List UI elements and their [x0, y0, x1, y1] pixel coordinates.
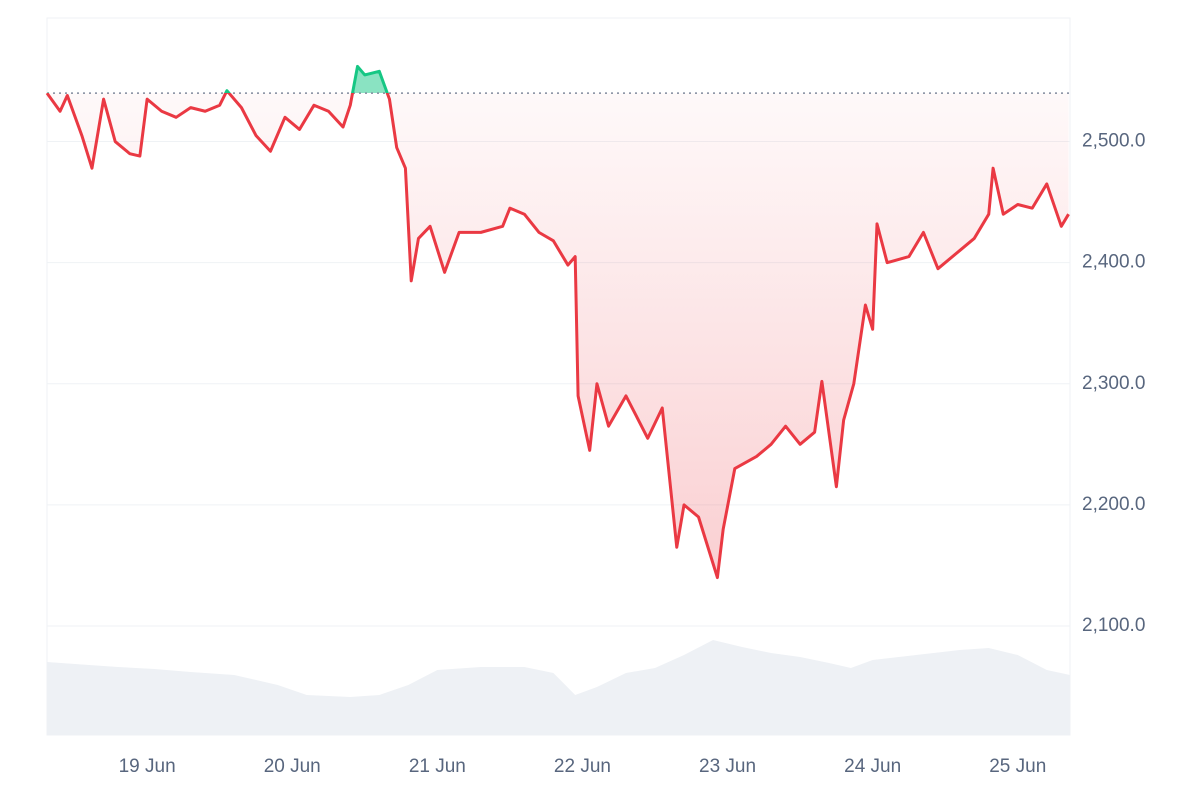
x-tick-label: 25 Jun [989, 756, 1046, 777]
volume-area [47, 640, 1070, 735]
x-tick-label: 23 Jun [699, 756, 756, 777]
y-tick-label: 2,300.0 [1082, 373, 1145, 394]
y-tick-label: 2,400.0 [1082, 252, 1145, 273]
price-area [47, 66, 1069, 578]
y-tick-label: 2,100.0 [1082, 615, 1145, 636]
x-tick-label: 22 Jun [554, 756, 611, 777]
price-line [45, 64, 1070, 580]
y-tick-label: 2,200.0 [1082, 494, 1145, 515]
x-tick-label: 20 Jun [264, 756, 321, 777]
x-tick-label: 19 Jun [119, 756, 176, 777]
x-tick-label: 24 Jun [844, 756, 901, 777]
x-tick-label: 21 Jun [409, 756, 466, 777]
y-tick-label: 2,500.0 [1082, 131, 1145, 152]
